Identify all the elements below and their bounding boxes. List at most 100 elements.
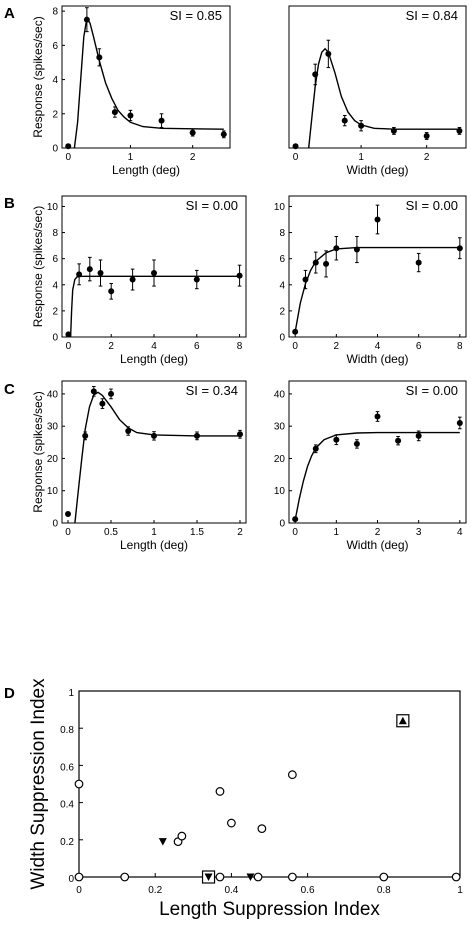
data-point	[456, 245, 463, 252]
y-tick-label: 30	[47, 422, 59, 433]
y-tick-label: 10	[47, 486, 59, 497]
y-tick-label: 4	[52, 280, 58, 291]
x-tick-label: 0	[292, 341, 298, 352]
data-point	[374, 413, 381, 420]
data-point	[325, 50, 332, 57]
fit-curve	[294, 431, 460, 520]
data-point	[220, 131, 227, 138]
y-axis-label: Response (spikes/sec)	[31, 16, 45, 137]
data-point	[189, 129, 196, 136]
data-point	[312, 259, 319, 266]
panel-label-d: D	[4, 685, 15, 702]
fit-curve	[308, 47, 460, 149]
x-axis-label: Length Suppression Index	[159, 899, 380, 920]
data-point-triangle-up	[398, 716, 407, 725]
si-annotation: SI = 0.34	[186, 383, 238, 398]
y-axis-label: Width Suppression Index	[28, 678, 49, 890]
data-point	[97, 270, 104, 277]
data-point-circle	[287, 770, 297, 780]
data-point	[415, 259, 422, 266]
y-tick-label: 6	[279, 254, 285, 265]
x-tick-label: 8	[237, 341, 243, 352]
data-point-circle	[215, 872, 225, 882]
x-axis-label: Width (deg)	[346, 163, 408, 177]
si-annotation: SI = 0.00	[406, 198, 458, 213]
y-tick-label: 10	[274, 486, 286, 497]
panel-label-c: C	[4, 381, 15, 398]
x-tick-label: 8	[457, 341, 463, 352]
x-tick-label: 0	[65, 527, 71, 538]
data-point-circle	[74, 779, 84, 789]
chart-d-7: 0 0.2 0.4 0.6 0.8 1 0 0.2 0.4 0.6 0.8 1 Length Suppr…	[28, 678, 463, 920]
y-tick-label: 0	[52, 144, 58, 155]
x-tick-label: 2	[108, 341, 114, 352]
data-point	[353, 246, 360, 253]
x-tick-label: 2	[375, 527, 381, 538]
y-tick-label: 2	[52, 109, 58, 120]
data-point	[395, 437, 402, 444]
data-point-triangle-down	[158, 838, 167, 846]
data-point	[236, 272, 243, 279]
data-point	[353, 440, 360, 447]
data-point	[111, 109, 118, 116]
y-tick-label: 0.8	[60, 725, 74, 736]
y-tick-label: 0	[52, 519, 58, 530]
data-point	[456, 127, 463, 134]
data-point	[65, 143, 72, 150]
data-point-triangle-down	[246, 873, 255, 881]
data-point-circle	[120, 872, 130, 882]
data-point-circle	[379, 872, 389, 882]
plot-frame	[288, 5, 467, 149]
x-tick-label: 0.2	[148, 885, 162, 896]
data-point	[333, 245, 340, 252]
data-point-circle	[74, 872, 84, 882]
si-annotation: SI = 0.84	[406, 8, 458, 23]
x-axis-label: Length (deg)	[120, 352, 188, 366]
data-point	[358, 122, 365, 129]
y-tick-label: 0	[279, 333, 285, 344]
x-tick-label: 6	[416, 341, 422, 352]
plot-frame	[61, 380, 247, 524]
data-point	[76, 271, 83, 278]
chart-b-3: 0 2 4 6 8 0 2 4 6 8 10 Length (deg) Response (spikes…	[31, 195, 247, 366]
data-point	[292, 328, 299, 335]
si-annotation: SI = 0.85	[170, 8, 222, 23]
data-point	[292, 516, 299, 523]
panel-letters: A B C D	[4, 5, 15, 702]
x-tick-label: 2	[190, 152, 196, 163]
data-point	[456, 419, 463, 426]
data-point	[158, 117, 165, 124]
data-point	[108, 390, 115, 397]
data-point	[151, 270, 157, 277]
data-point	[65, 331, 72, 338]
y-tick-label: 1	[68, 688, 74, 699]
data-point-circle	[226, 818, 236, 828]
x-tick-label: 1	[151, 527, 157, 538]
x-tick-label: 2	[237, 527, 243, 538]
y-tick-label: 0	[52, 333, 58, 344]
chart-b-4: 0 2 4 6 8 0 2 4 6 8 10 Width (deg) SI = 0.00	[274, 195, 467, 366]
x-tick-label: 0	[76, 885, 82, 896]
x-axis-label: Length (deg)	[112, 163, 180, 177]
x-tick-label: 0.4	[224, 885, 238, 896]
x-axis-label: Width (deg)	[346, 538, 408, 552]
data-point	[323, 260, 330, 267]
fit-curve	[294, 246, 460, 332]
panel-label-a: A	[4, 5, 15, 22]
data-point	[99, 400, 106, 407]
x-tick-label: 0	[293, 152, 299, 163]
y-tick-label: 40	[47, 389, 59, 400]
data-point	[423, 133, 430, 140]
data-point-circle	[287, 872, 297, 882]
data-point	[151, 432, 157, 439]
plot-frame	[61, 5, 231, 149]
x-tick-label: 0.8	[377, 885, 391, 896]
y-tick-label: 20	[274, 454, 286, 465]
x-axis-label: Width (deg)	[346, 352, 408, 366]
y-axis-label: Response (spikes/sec)	[31, 206, 45, 327]
x-tick-label: 1.5	[190, 527, 204, 538]
data-point-circle	[451, 872, 461, 882]
